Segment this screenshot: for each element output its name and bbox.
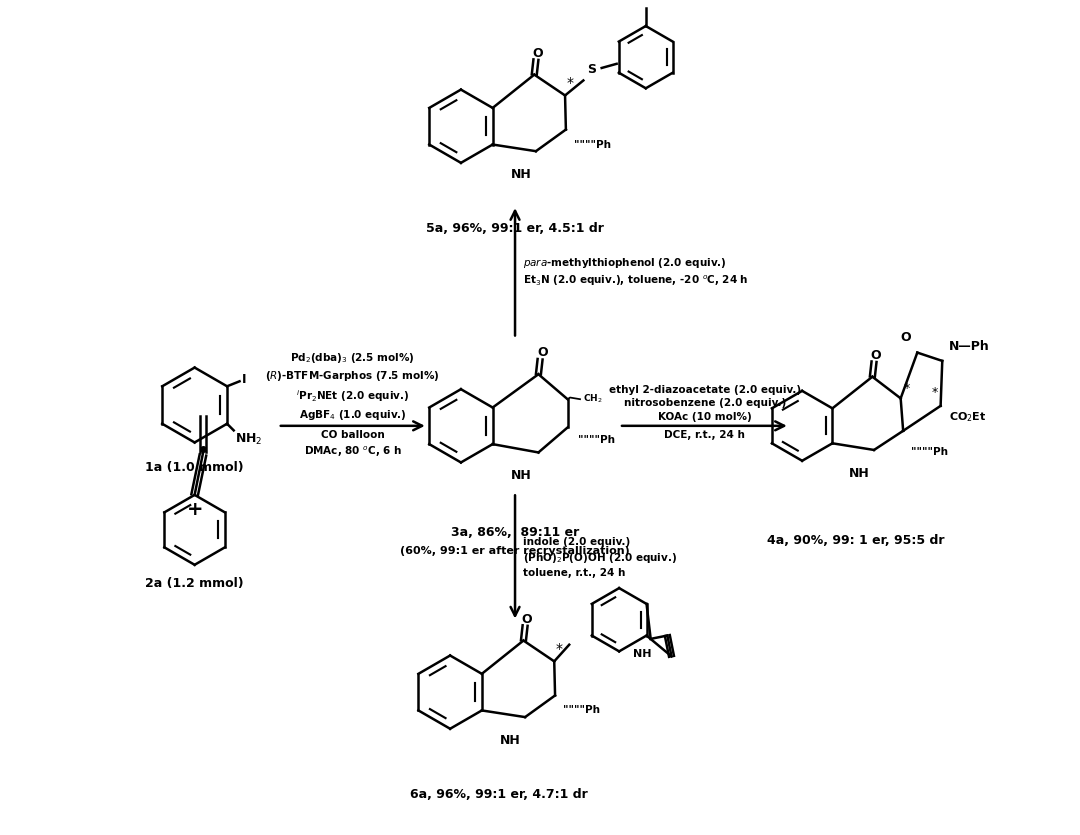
Text: """"Ph: """"Ph <box>578 435 615 445</box>
Text: CO balloon
DMAc, 80 $^o$C, 6 h: CO balloon DMAc, 80 $^o$C, 6 h <box>303 430 402 458</box>
Text: 3a, 86%,  89:11 er: 3a, 86%, 89:11 er <box>451 526 579 539</box>
Text: O: O <box>522 613 532 625</box>
Text: $para$-methylthiophenol (2.0 equiv.)
Et$_3$N (2.0 equiv.), toluene, -20 $^o$C, 2: $para$-methylthiophenol (2.0 equiv.) Et$… <box>524 256 748 288</box>
Text: *: * <box>567 77 573 90</box>
Text: """"Ph: """"Ph <box>564 706 600 716</box>
Text: CH$_2$: CH$_2$ <box>582 393 603 406</box>
Text: *: * <box>556 642 563 656</box>
Text: CO$_2$Et: CO$_2$Et <box>949 410 986 424</box>
Text: DCE, r.t., 24 h: DCE, r.t., 24 h <box>664 430 745 440</box>
Text: S: S <box>588 63 596 76</box>
Text: 2a (1.2 mmol): 2a (1.2 mmol) <box>146 578 244 590</box>
Text: NH: NH <box>849 467 869 479</box>
Text: N—Ph: N—Ph <box>949 340 989 352</box>
Text: """"Ph: """"Ph <box>575 139 611 149</box>
Text: *: * <box>904 382 910 395</box>
Text: NH$_2$: NH$_2$ <box>235 432 262 448</box>
Text: 5a, 96%, 99:1 er, 4.5:1 dr: 5a, 96%, 99:1 er, 4.5:1 dr <box>427 222 604 235</box>
Text: 4a, 90%, 99: 1 er, 95:5 dr: 4a, 90%, 99: 1 er, 95:5 dr <box>768 534 945 547</box>
Text: +: + <box>187 499 203 519</box>
Text: NH: NH <box>511 168 531 181</box>
Text: NH: NH <box>511 469 531 482</box>
Text: 1a (1.0 mmol): 1a (1.0 mmol) <box>146 461 244 474</box>
Text: *: * <box>932 387 939 399</box>
Text: indole (2.0 equiv.)
(PhO)$_2$P(O)OH (2.0 equiv.)
toluene, r.t., 24 h: indole (2.0 equiv.) (PhO)$_2$P(O)OH (2.0… <box>524 537 677 578</box>
Text: ethyl 2-diazoacetate (2.0 equiv.)
nitrosobenzene (2.0 equiv.)
KOAc (10 mol%): ethyl 2-diazoacetate (2.0 equiv.) nitros… <box>609 385 801 422</box>
Text: O: O <box>870 349 881 362</box>
Text: O: O <box>532 47 543 59</box>
Text: (60%, 99:1 er after recrystallization): (60%, 99:1 er after recrystallization) <box>401 546 630 556</box>
Text: O: O <box>900 331 910 344</box>
Text: NH: NH <box>500 734 521 746</box>
Text: O: O <box>537 347 548 359</box>
Text: Pd$_2$(dba)$_3$ (2.5 mol%)
($R$)-BTFM-Garphos (7.5 mol%)
$^i$Pr$_2$NEt (2.0 equi: Pd$_2$(dba)$_3$ (2.5 mol%) ($R$)-BTFM-Ga… <box>266 352 440 422</box>
Text: NH: NH <box>633 649 651 659</box>
Text: 6a, 96%, 99:1 er, 4.7:1 dr: 6a, 96%, 99:1 er, 4.7:1 dr <box>409 788 588 801</box>
Text: I: I <box>242 373 246 386</box>
Text: """"Ph: """"Ph <box>912 448 948 458</box>
